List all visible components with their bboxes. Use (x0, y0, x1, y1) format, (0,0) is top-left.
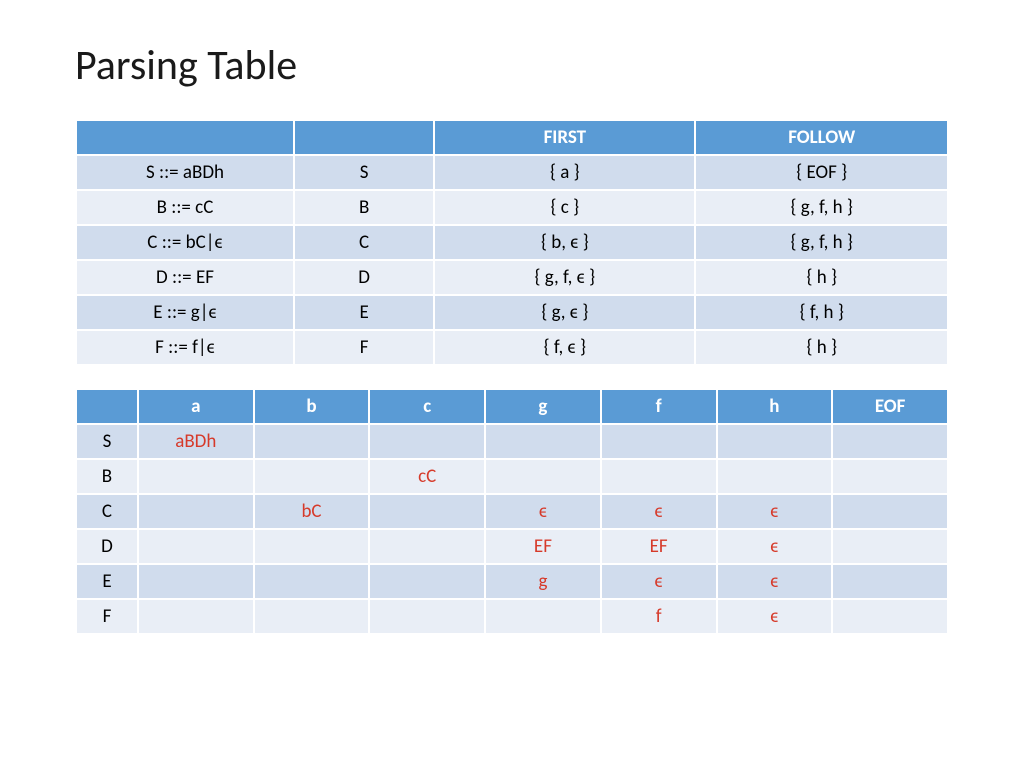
table-cell: D (295, 261, 433, 294)
table-cell: { f, ϵ } (435, 331, 694, 364)
parse-cell: EF (602, 530, 716, 563)
table-row: B ::= cCB{ c }{ g, f, h } (77, 191, 947, 224)
parse-cell: ϵ (486, 495, 600, 528)
parse-cell (486, 425, 600, 458)
table-cell: { g, f, h } (696, 226, 947, 259)
parse-table-header: f (602, 390, 716, 423)
parse-table-header: c (370, 390, 484, 423)
table-cell: { g, f, h } (696, 191, 947, 224)
table-cell: { g, f, ϵ } (435, 261, 694, 294)
table-row: DEFEFϵ (77, 530, 947, 563)
table-cell: B (295, 191, 433, 224)
parse-cell: ϵ (718, 495, 832, 528)
parse-row-header: C (77, 495, 137, 528)
parse-cell: bC (255, 495, 369, 528)
parse-cell (718, 460, 832, 493)
parse-table-header: EOF (833, 390, 947, 423)
parse-row-header: B (77, 460, 137, 493)
first-follow-table: FIRST FOLLOW S ::= aBDhS{ a }{ EOF }B ::… (75, 119, 949, 366)
parse-cell (139, 530, 253, 563)
parse-cell: aBDh (139, 425, 253, 458)
parse-row-header: D (77, 530, 137, 563)
table-cell: D ::= EF (77, 261, 293, 294)
parse-table-header: a (139, 390, 253, 423)
table-row: BcC (77, 460, 947, 493)
parse-cell (833, 425, 947, 458)
parse-cell: ϵ (718, 600, 832, 633)
parse-cell (602, 425, 716, 458)
parse-cell (255, 530, 369, 563)
parse-cell (370, 495, 484, 528)
parse-cell (833, 600, 947, 633)
table-cell: { b, ϵ } (435, 226, 694, 259)
table-row: Egϵϵ (77, 565, 947, 598)
parse-table-header: g (486, 390, 600, 423)
parse-cell (833, 495, 947, 528)
parse-row-header: E (77, 565, 137, 598)
parse-cell (139, 495, 253, 528)
parse-cell (370, 530, 484, 563)
parse-cell (833, 530, 947, 563)
parse-cell: g (486, 565, 600, 598)
table-cell: { g, ϵ } (435, 296, 694, 329)
parse-table-header (77, 390, 137, 423)
table-cell: { f, h } (696, 296, 947, 329)
parse-cell (139, 600, 253, 633)
table-cell: S ::= aBDh (77, 156, 293, 189)
table-cell: { EOF } (696, 156, 947, 189)
table-cell: { c } (435, 191, 694, 224)
parse-cell (255, 460, 369, 493)
table-row: F ::= f|ϵF{ f, ϵ }{ h } (77, 331, 947, 364)
table-cell: F ::= f|ϵ (77, 331, 293, 364)
parse-cell (370, 425, 484, 458)
parse-cell: ϵ (602, 565, 716, 598)
table-cell: S (295, 156, 433, 189)
table-row: S ::= aBDhS{ a }{ EOF } (77, 156, 947, 189)
parse-cell (139, 460, 253, 493)
parse-cell: ϵ (718, 530, 832, 563)
parse-cell: f (602, 600, 716, 633)
parse-cell (833, 460, 947, 493)
parse-row-header: F (77, 600, 137, 633)
table-cell: C ::= bC|ϵ (77, 226, 293, 259)
table-cell: F (295, 331, 433, 364)
parsing-table: abcgfhEOF SaBDhBcCCbCϵϵϵDEFEFϵEgϵϵFfϵ (75, 388, 949, 635)
parse-cell: EF (486, 530, 600, 563)
t1-header-blank2 (295, 121, 433, 154)
parse-cell (486, 600, 600, 633)
parse-cell (255, 565, 369, 598)
t1-header-blank1 (77, 121, 293, 154)
table-cell: E (295, 296, 433, 329)
parse-cell: cC (370, 460, 484, 493)
parse-cell (370, 565, 484, 598)
t1-header-first: FIRST (435, 121, 694, 154)
t1-header-follow: FOLLOW (696, 121, 947, 154)
table-row: Ffϵ (77, 600, 947, 633)
table-cell: E ::= g|ϵ (77, 296, 293, 329)
parse-cell (486, 460, 600, 493)
table-cell: C (295, 226, 433, 259)
page-title: Parsing Table (75, 40, 949, 91)
parse-cell (602, 460, 716, 493)
parse-row-header: S (77, 425, 137, 458)
parse-cell (370, 600, 484, 633)
parse-cell (255, 600, 369, 633)
parse-cell: ϵ (718, 565, 832, 598)
table-row: SaBDh (77, 425, 947, 458)
table-row: CbCϵϵϵ (77, 495, 947, 528)
table-cell: { h } (696, 331, 947, 364)
parse-table-header: h (718, 390, 832, 423)
table-row: D ::= EFD{ g, f, ϵ }{ h } (77, 261, 947, 294)
parse-cell (833, 565, 947, 598)
parse-cell: ϵ (602, 495, 716, 528)
table-cell: { a } (435, 156, 694, 189)
table-cell: B ::= cC (77, 191, 293, 224)
parse-cell (718, 425, 832, 458)
parse-cell (255, 425, 369, 458)
parse-cell (139, 565, 253, 598)
table-row: C ::= bC|ϵC{ b, ϵ }{ g, f, h } (77, 226, 947, 259)
table-cell: { h } (696, 261, 947, 294)
table-row: E ::= g|ϵE{ g, ϵ }{ f, h } (77, 296, 947, 329)
parse-table-header: b (255, 390, 369, 423)
